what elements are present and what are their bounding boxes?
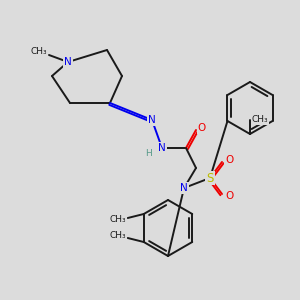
Text: O: O <box>198 123 206 133</box>
Text: CH₃: CH₃ <box>110 215 126 224</box>
Text: CH₃: CH₃ <box>31 47 47 56</box>
Text: O: O <box>225 155 233 165</box>
Text: H: H <box>145 149 152 158</box>
Text: N: N <box>64 57 72 67</box>
Text: S: S <box>206 172 214 184</box>
Text: CH₃: CH₃ <box>110 232 126 241</box>
Text: O: O <box>225 191 233 201</box>
Text: N: N <box>158 143 166 153</box>
Text: N: N <box>148 115 156 125</box>
Text: CH₃: CH₃ <box>252 116 268 124</box>
Text: N: N <box>180 183 188 193</box>
